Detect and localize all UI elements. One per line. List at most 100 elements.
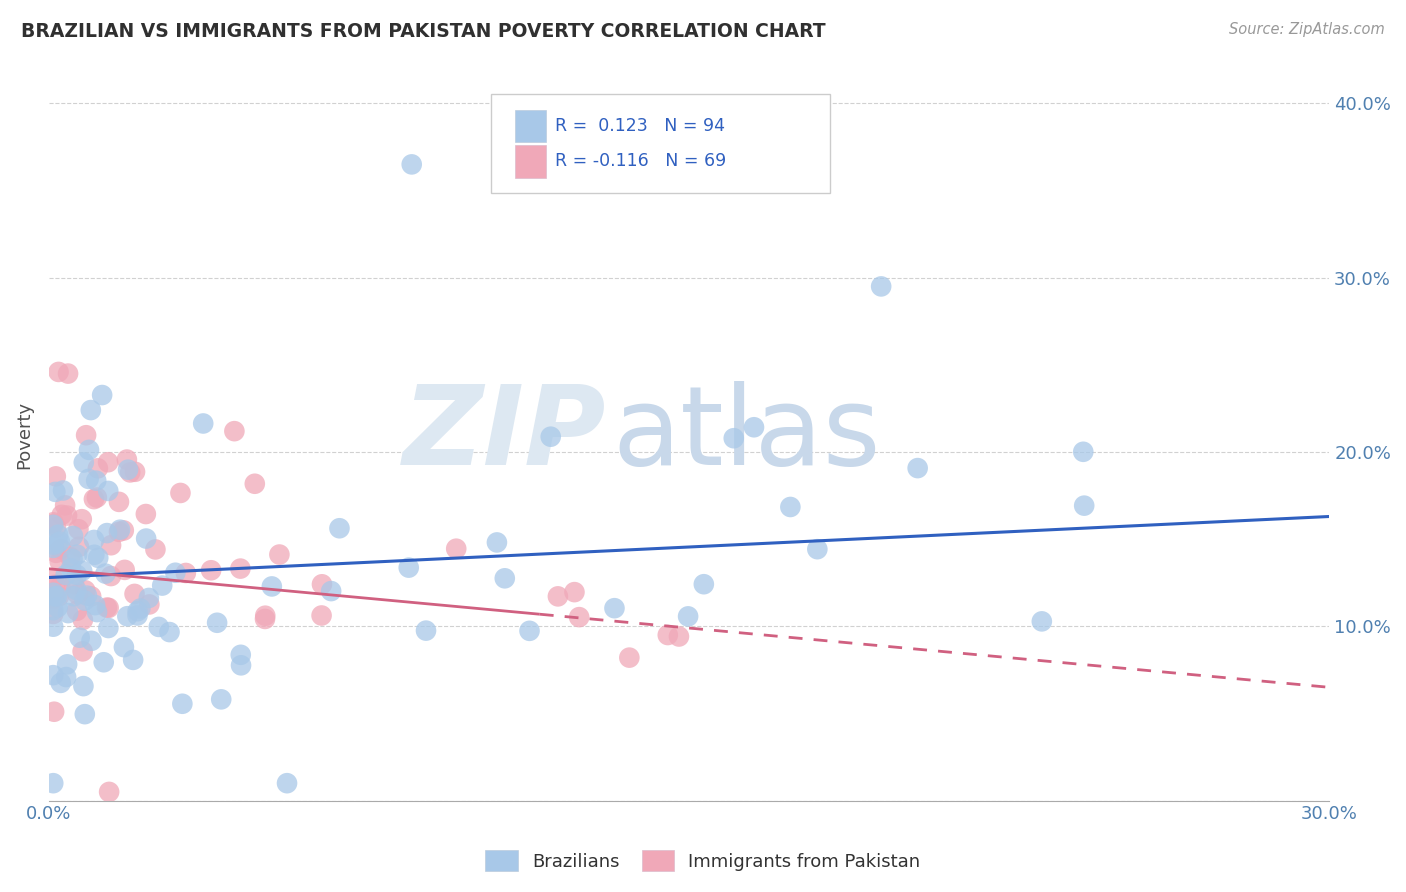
- Point: [55, 670, 77, 684]
- Point: [806, 542, 828, 557]
- Point: [117, 609, 139, 624]
- Point: [127, 608, 149, 623]
- Point: [321, 584, 343, 599]
- Point: [269, 548, 291, 562]
- Point: [42, 607, 65, 621]
- Point: [75, 583, 97, 598]
- Point: [129, 601, 152, 615]
- Point: [48, 589, 70, 603]
- Point: [96, 600, 118, 615]
- Point: [86, 491, 108, 505]
- Point: [122, 653, 145, 667]
- Point: [100, 569, 122, 583]
- Point: [56, 657, 79, 672]
- Point: [415, 624, 437, 638]
- Point: [148, 620, 170, 634]
- Point: [108, 495, 131, 509]
- Point: [540, 430, 562, 444]
- Point: [444, 541, 467, 556]
- Point: [229, 648, 252, 662]
- Point: [83, 492, 105, 507]
- Point: [657, 628, 679, 642]
- Point: [42, 517, 65, 532]
- Point: [65, 582, 87, 597]
- Point: [114, 563, 136, 577]
- Text: R = -0.116   N = 69: R = -0.116 N = 69: [555, 153, 725, 170]
- Point: [115, 452, 138, 467]
- Point: [91, 388, 114, 402]
- Text: atlas: atlas: [612, 381, 880, 488]
- Point: [83, 548, 105, 562]
- Point: [229, 561, 252, 575]
- Point: [87, 550, 110, 565]
- Point: [547, 590, 569, 604]
- Point: [94, 566, 117, 581]
- Point: [254, 608, 277, 623]
- Point: [42, 541, 65, 555]
- Point: [169, 486, 191, 500]
- Point: [97, 621, 120, 635]
- Point: [42, 516, 65, 530]
- Point: [62, 590, 84, 604]
- Point: [70, 564, 93, 578]
- Text: ZIP: ZIP: [402, 381, 606, 488]
- Point: [66, 567, 89, 582]
- Point: [56, 606, 79, 620]
- Point: [150, 578, 173, 592]
- Point: [200, 563, 222, 577]
- Point: [243, 476, 266, 491]
- Point: [51, 508, 73, 522]
- FancyBboxPatch shape: [491, 95, 830, 193]
- Point: [42, 668, 65, 682]
- Point: [127, 604, 149, 618]
- Point: [97, 483, 120, 498]
- Point: [75, 428, 97, 442]
- Point: [172, 697, 194, 711]
- Point: [46, 600, 69, 615]
- Point: [80, 590, 103, 604]
- Point: [907, 461, 929, 475]
- Point: [311, 608, 333, 623]
- Point: [59, 549, 82, 564]
- Point: [138, 598, 160, 612]
- Point: [668, 630, 690, 644]
- Point: [56, 508, 79, 523]
- Point: [66, 548, 89, 562]
- Point: [93, 655, 115, 669]
- Point: [138, 591, 160, 605]
- Point: [693, 577, 716, 591]
- Text: BRAZILIAN VS IMMIGRANTS FROM PAKISTAN POVERTY CORRELATION CHART: BRAZILIAN VS IMMIGRANTS FROM PAKISTAN PO…: [21, 22, 825, 41]
- Point: [253, 612, 276, 626]
- Point: [328, 521, 350, 535]
- Point: [63, 577, 86, 591]
- Point: [174, 566, 197, 580]
- Point: [401, 157, 423, 171]
- Point: [96, 526, 118, 541]
- Point: [55, 568, 77, 582]
- Point: [48, 365, 70, 379]
- Point: [69, 631, 91, 645]
- Point: [45, 521, 67, 535]
- Point: [145, 542, 167, 557]
- Point: [42, 585, 65, 599]
- FancyBboxPatch shape: [515, 110, 546, 142]
- Point: [48, 555, 70, 569]
- Point: [49, 580, 72, 594]
- Point: [83, 533, 105, 547]
- Point: [398, 560, 420, 574]
- Point: [97, 455, 120, 469]
- Point: [73, 455, 96, 469]
- Point: [62, 529, 84, 543]
- Point: [67, 522, 90, 536]
- Point: [603, 601, 626, 615]
- Point: [135, 532, 157, 546]
- Point: [568, 610, 591, 624]
- Point: [73, 707, 96, 722]
- Point: [46, 536, 69, 550]
- Point: [72, 679, 94, 693]
- Point: [193, 417, 215, 431]
- Text: Source: ZipAtlas.com: Source: ZipAtlas.com: [1229, 22, 1385, 37]
- Point: [224, 424, 246, 438]
- Point: [45, 589, 67, 603]
- Point: [42, 572, 65, 586]
